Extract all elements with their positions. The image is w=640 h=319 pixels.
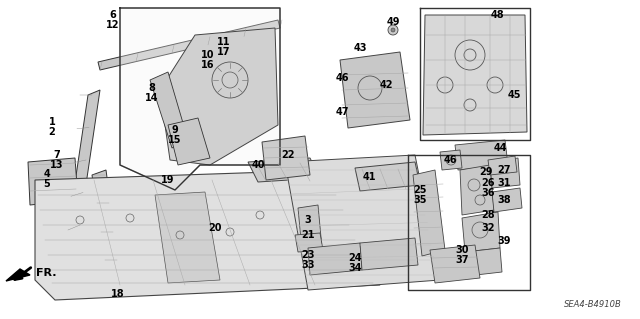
- Text: 47: 47: [335, 107, 349, 117]
- Polygon shape: [455, 140, 508, 170]
- Polygon shape: [92, 170, 118, 265]
- Text: 12: 12: [106, 20, 120, 30]
- Circle shape: [391, 28, 395, 32]
- Text: 19: 19: [161, 175, 175, 185]
- Text: 40: 40: [252, 160, 265, 170]
- Text: 22: 22: [281, 150, 295, 160]
- Text: 42: 42: [380, 80, 393, 90]
- Text: 29: 29: [479, 167, 493, 177]
- Text: 33: 33: [301, 260, 315, 270]
- Polygon shape: [68, 90, 100, 230]
- Polygon shape: [248, 158, 320, 182]
- Polygon shape: [308, 243, 362, 275]
- Text: 44: 44: [493, 143, 507, 153]
- Text: 28: 28: [481, 210, 495, 220]
- Text: 13: 13: [51, 160, 64, 170]
- Text: 2: 2: [49, 127, 56, 137]
- Text: 14: 14: [145, 93, 159, 103]
- Text: 8: 8: [148, 83, 156, 93]
- Text: 6: 6: [109, 10, 116, 20]
- Polygon shape: [6, 269, 30, 281]
- Polygon shape: [295, 233, 323, 252]
- Text: 4: 4: [44, 169, 51, 179]
- Polygon shape: [355, 162, 420, 191]
- Text: 25: 25: [413, 185, 427, 195]
- Text: 18: 18: [111, 289, 125, 299]
- Text: 35: 35: [413, 195, 427, 205]
- Text: 15: 15: [168, 135, 182, 145]
- Polygon shape: [35, 170, 380, 300]
- Polygon shape: [262, 136, 310, 180]
- Text: 1: 1: [49, 117, 56, 127]
- Text: 24: 24: [348, 253, 362, 263]
- Text: 16: 16: [201, 60, 215, 70]
- Text: 5: 5: [44, 179, 51, 189]
- Text: 49: 49: [387, 17, 400, 27]
- Polygon shape: [462, 212, 500, 252]
- Text: 27: 27: [497, 165, 511, 175]
- Circle shape: [388, 25, 398, 35]
- Text: 39: 39: [497, 236, 511, 246]
- Polygon shape: [168, 118, 210, 165]
- Polygon shape: [440, 150, 462, 170]
- Text: 43: 43: [353, 43, 367, 53]
- Text: 36: 36: [481, 188, 495, 198]
- Text: 34: 34: [348, 263, 362, 273]
- Text: 11: 11: [217, 37, 231, 47]
- Text: 32: 32: [481, 223, 495, 233]
- Polygon shape: [460, 165, 494, 215]
- Polygon shape: [98, 20, 280, 70]
- Polygon shape: [298, 205, 322, 251]
- Text: 45: 45: [508, 90, 521, 100]
- Text: 10: 10: [201, 50, 215, 60]
- Text: 21: 21: [301, 230, 315, 240]
- Text: 20: 20: [208, 223, 221, 233]
- Polygon shape: [28, 158, 78, 205]
- Polygon shape: [340, 52, 410, 128]
- Text: 46: 46: [335, 73, 349, 83]
- Text: 30: 30: [455, 245, 468, 255]
- Text: 7: 7: [54, 150, 60, 160]
- Text: 9: 9: [172, 125, 179, 135]
- Polygon shape: [490, 158, 520, 188]
- Polygon shape: [423, 15, 527, 135]
- Polygon shape: [360, 238, 418, 270]
- Polygon shape: [160, 28, 278, 165]
- Text: 26: 26: [481, 178, 495, 188]
- Text: 46: 46: [444, 155, 457, 165]
- Polygon shape: [120, 8, 280, 190]
- Polygon shape: [150, 72, 188, 148]
- Text: SEA4-B4910B: SEA4-B4910B: [564, 300, 622, 309]
- Polygon shape: [492, 188, 522, 212]
- Text: FR.: FR.: [36, 268, 56, 278]
- Text: 37: 37: [455, 255, 468, 265]
- Text: 48: 48: [490, 10, 504, 20]
- Text: 3: 3: [305, 215, 312, 225]
- Polygon shape: [430, 245, 480, 283]
- Text: 38: 38: [497, 195, 511, 205]
- Polygon shape: [155, 192, 220, 283]
- Polygon shape: [285, 155, 440, 290]
- Text: 17: 17: [217, 47, 231, 57]
- Text: 31: 31: [497, 178, 511, 188]
- Text: 41: 41: [362, 172, 376, 182]
- Polygon shape: [488, 156, 517, 175]
- Polygon shape: [413, 170, 445, 256]
- Text: 23: 23: [301, 250, 315, 260]
- Polygon shape: [465, 248, 502, 276]
